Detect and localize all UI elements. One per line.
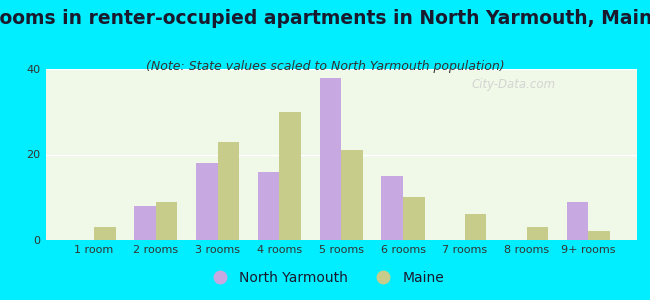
Bar: [382, 176, 403, 240]
Bar: [465, 214, 486, 240]
Bar: [320, 77, 341, 240]
Text: Rooms in renter-occupied apartments in North Yarmouth, Maine: Rooms in renter-occupied apartments in N…: [0, 9, 650, 28]
Bar: [258, 172, 280, 240]
Legend: North Yarmouth, Maine: North Yarmouth, Maine: [200, 265, 450, 290]
Text: City-Data.com: City-Data.com: [471, 77, 556, 91]
Text: (Note: State values scaled to North Yarmouth population): (Note: State values scaled to North Yarm…: [146, 60, 504, 73]
Bar: [588, 232, 610, 240]
Bar: [567, 202, 588, 240]
Bar: [134, 206, 156, 240]
Bar: [156, 202, 177, 240]
Bar: [403, 197, 424, 240]
Bar: [280, 112, 301, 240]
Bar: [526, 227, 549, 240]
Bar: [196, 163, 218, 240]
Bar: [218, 142, 239, 240]
Bar: [94, 227, 116, 240]
Bar: [341, 150, 363, 240]
